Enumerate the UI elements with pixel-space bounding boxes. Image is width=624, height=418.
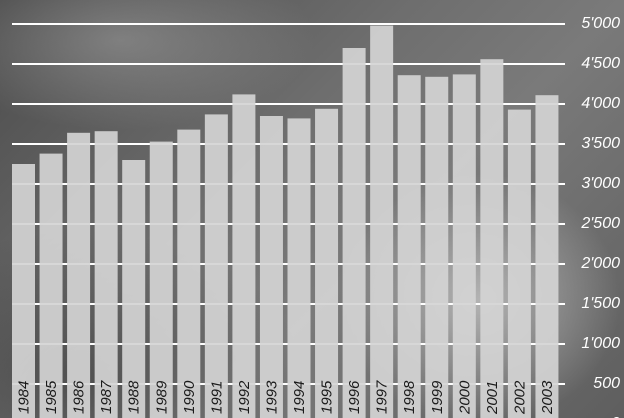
x-tick-label: 1989 [153, 380, 170, 414]
x-tick-label: 1984 [16, 381, 33, 414]
bar-1986 [67, 132, 91, 418]
x-tick-label: 1994 [291, 381, 308, 414]
y-tick-label: 2'000 [580, 255, 620, 272]
bar-1996 [342, 48, 366, 418]
x-tick-label: 1986 [71, 380, 88, 414]
y-tick-label: 4'500 [581, 55, 620, 72]
x-tick-label: 1987 [98, 380, 115, 414]
bar-2001 [480, 59, 504, 418]
bar-1994 [287, 118, 311, 418]
x-tick-label: 1990 [181, 380, 198, 414]
bar-1990 [177, 129, 201, 418]
x-tick-label: 1996 [346, 380, 363, 414]
x-tick-label: 2002 [511, 380, 528, 415]
y-tick-label: 4'000 [581, 95, 620, 112]
x-tick-label: 1998 [401, 380, 418, 414]
bar-1988 [122, 160, 146, 418]
bar-1995 [315, 108, 339, 418]
y-tick-label: 500 [593, 375, 620, 392]
y-tick-label: 3'000 [581, 175, 620, 192]
y-tick-label: 1'500 [581, 295, 620, 312]
x-tick-label: 1993 [263, 380, 280, 414]
bar-1984 [12, 164, 35, 418]
bar-1999 [425, 76, 449, 418]
x-tick-label: 1995 [319, 380, 336, 414]
x-tick-label: 1988 [126, 380, 143, 414]
bar-2003 [535, 95, 559, 418]
bar-1993 [259, 116, 283, 418]
x-tick-label: 1991 [208, 381, 225, 414]
y-tick-label: 1'000 [581, 335, 620, 352]
x-tick-label: 1997 [374, 380, 391, 414]
bar-1997 [370, 25, 394, 418]
bars [12, 25, 559, 418]
x-tick-label: 2003 [539, 380, 556, 415]
x-tick-label: 1985 [43, 380, 60, 414]
bar-1998 [397, 75, 421, 418]
y-tick-label: 2'500 [580, 215, 620, 232]
x-tick-label: 2001 [484, 381, 501, 415]
x-tick-label: 1992 [236, 380, 253, 414]
bar-1991 [204, 114, 228, 418]
bar-1985 [39, 153, 63, 418]
y-tick-label: 5'000 [581, 15, 620, 32]
x-tick-label: 1999 [429, 380, 446, 414]
bar-1987 [94, 131, 118, 418]
x-tick-label: 2000 [456, 380, 473, 415]
bar-2002 [507, 109, 531, 418]
x-axis-ticks: 1984 1985 1986 1987 1988 1989 1990 1991 1992 1993… [16, 380, 556, 415]
y-tick-label: 3'500 [581, 135, 620, 152]
y-tick-label: 0 [611, 415, 620, 418]
bar-2000 [452, 74, 476, 418]
bar-1992 [232, 94, 256, 418]
y-axis-ticks: 0 500 1'000 1'500 2'000 2'500 3'000 3'500 4'000 4… [580, 15, 620, 418]
bar-1989 [149, 141, 173, 418]
